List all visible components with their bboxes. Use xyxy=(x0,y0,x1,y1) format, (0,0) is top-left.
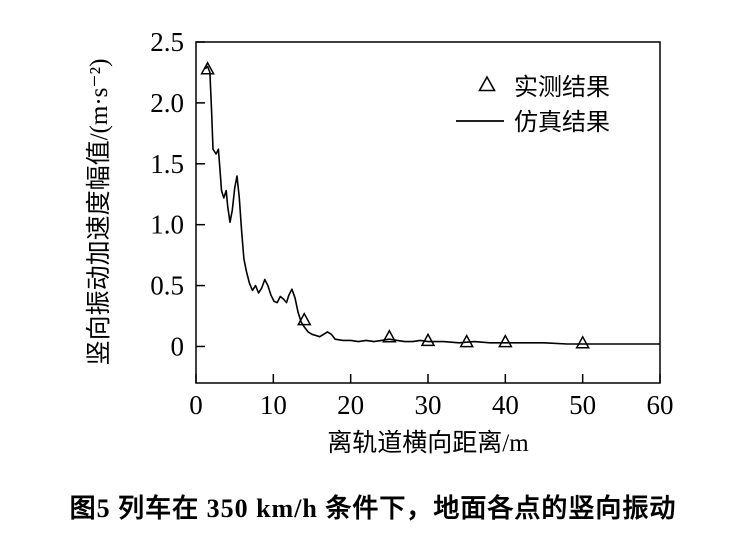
measured-point-marker xyxy=(459,334,474,348)
measured-point-marker xyxy=(575,335,590,349)
legend-measured-label: 实测结果 xyxy=(514,74,610,101)
x-tick-label: 30 xyxy=(415,390,442,420)
legend-measured-triangle-icon xyxy=(478,75,496,92)
x-tick-label: 50 xyxy=(569,390,596,420)
simulated-series-line xyxy=(204,65,660,345)
measured-point-marker xyxy=(498,334,513,348)
legend-simulated-label: 仿真结果 xyxy=(514,109,610,136)
y-tick-label: 0 xyxy=(171,331,185,361)
y-tick-label: 2.0 xyxy=(150,88,184,118)
y-tick-label: 0.5 xyxy=(150,271,184,301)
x-tick-label: 0 xyxy=(189,390,203,420)
y-tick-label: 1.0 xyxy=(150,210,184,240)
y-axis-label: 竖向振动加速度幅值/(m·s⁻²) xyxy=(85,59,113,366)
x-tick-label: 20 xyxy=(337,390,364,420)
x-tick-label: 60 xyxy=(647,390,674,420)
x-axis-label: 离轨道横向距离/m xyxy=(327,429,529,457)
chart-svg: 离轨道横向距离/m 竖向振动加速度幅值/(m·s⁻²) 实测结果 仿真结果 0 1… xyxy=(85,27,674,457)
y-tick-label: 1.5 xyxy=(150,149,184,179)
x-tick-label: 10 xyxy=(260,390,287,420)
figure-caption: 图5 列车在 350 km/h 条件下，地面各点的竖向振动 xyxy=(69,494,677,523)
plot-area: 0 10 20 30 40 50 60 0 0.5 1.0 1.5 2.0 2.5 xyxy=(150,27,673,420)
measured-point-marker xyxy=(420,332,436,347)
chart-legend: 实测结果 仿真结果 xyxy=(456,74,610,136)
y-tick-label: 2.5 xyxy=(150,27,184,57)
x-tick-label: 40 xyxy=(492,390,519,420)
